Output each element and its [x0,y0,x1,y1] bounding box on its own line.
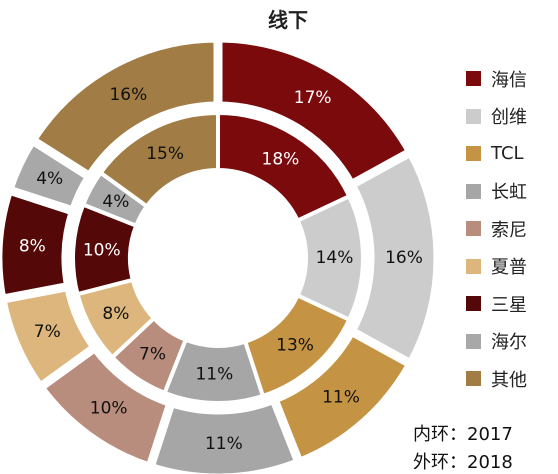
legend-swatch [466,333,481,349]
legend-swatch [466,146,481,162]
chart-title: 线下 [268,8,308,32]
legend-item: 创维 [466,102,527,132]
inner-slice-label: 10% [83,241,121,261]
legend-item: TCL [466,139,527,169]
legend-label: TCL [491,143,524,165]
legend-swatch [466,221,481,237]
outer-slice-label: 16% [385,248,423,268]
outer-slice-label: 10% [90,398,128,418]
legend-label: 海信 [491,69,527,91]
legend-label: 夏普 [491,257,527,279]
inner-slice-label: 7% [139,344,166,364]
legend-item: 海尔 [466,327,527,357]
outer-slice-label: 11% [322,388,360,408]
legend-label: 索尼 [491,219,527,241]
inner-slice-label: 14% [316,248,354,268]
outer-slice-label: 7% [34,322,61,342]
legend-label: 其他 [491,369,527,391]
inner-slice [97,110,220,210]
legend-label: 创维 [491,107,527,129]
inner-slice-label: 18% [262,150,300,170]
legend-swatch [466,296,481,312]
inner-slice-label: 11% [195,364,233,384]
inner-slice-label: 15% [146,144,184,164]
legend-item: 三星 [466,289,527,319]
legend: 海信 创维 TCL 长虹 索尼 夏普 三星 海尔 其他 [466,64,527,402]
legend-item: 长虹 [466,177,527,207]
legend-item: 夏普 [466,252,527,282]
outer-slice-label: 8% [19,236,46,256]
legend-label: 长虹 [491,182,527,204]
inner-slice-label: 13% [276,335,314,355]
legend-label: 三星 [491,294,527,316]
legend-swatch [466,108,481,124]
legend-swatch [466,258,481,274]
outer-ring-note: 外环：2018 [413,452,513,473]
outer-slice-label: 16% [109,85,147,105]
outer-slice-label: 11% [205,434,243,454]
legend-swatch [466,183,481,199]
outer-slice [26,33,223,183]
legend-swatch [466,371,481,387]
legend-swatch [466,71,481,87]
legend-item: 索尼 [466,214,527,244]
legend-item: 海信 [466,64,527,94]
inner-ring-note: 内环：2017 [413,424,513,445]
outer-slice-label: 4% [36,169,63,189]
legend-label: 海尔 [491,332,527,354]
outer-slice-label: 17% [294,88,332,108]
inner-slice-label: 4% [102,192,129,212]
inner-slice-label: 8% [102,304,129,324]
legend-item: 其他 [466,364,527,394]
